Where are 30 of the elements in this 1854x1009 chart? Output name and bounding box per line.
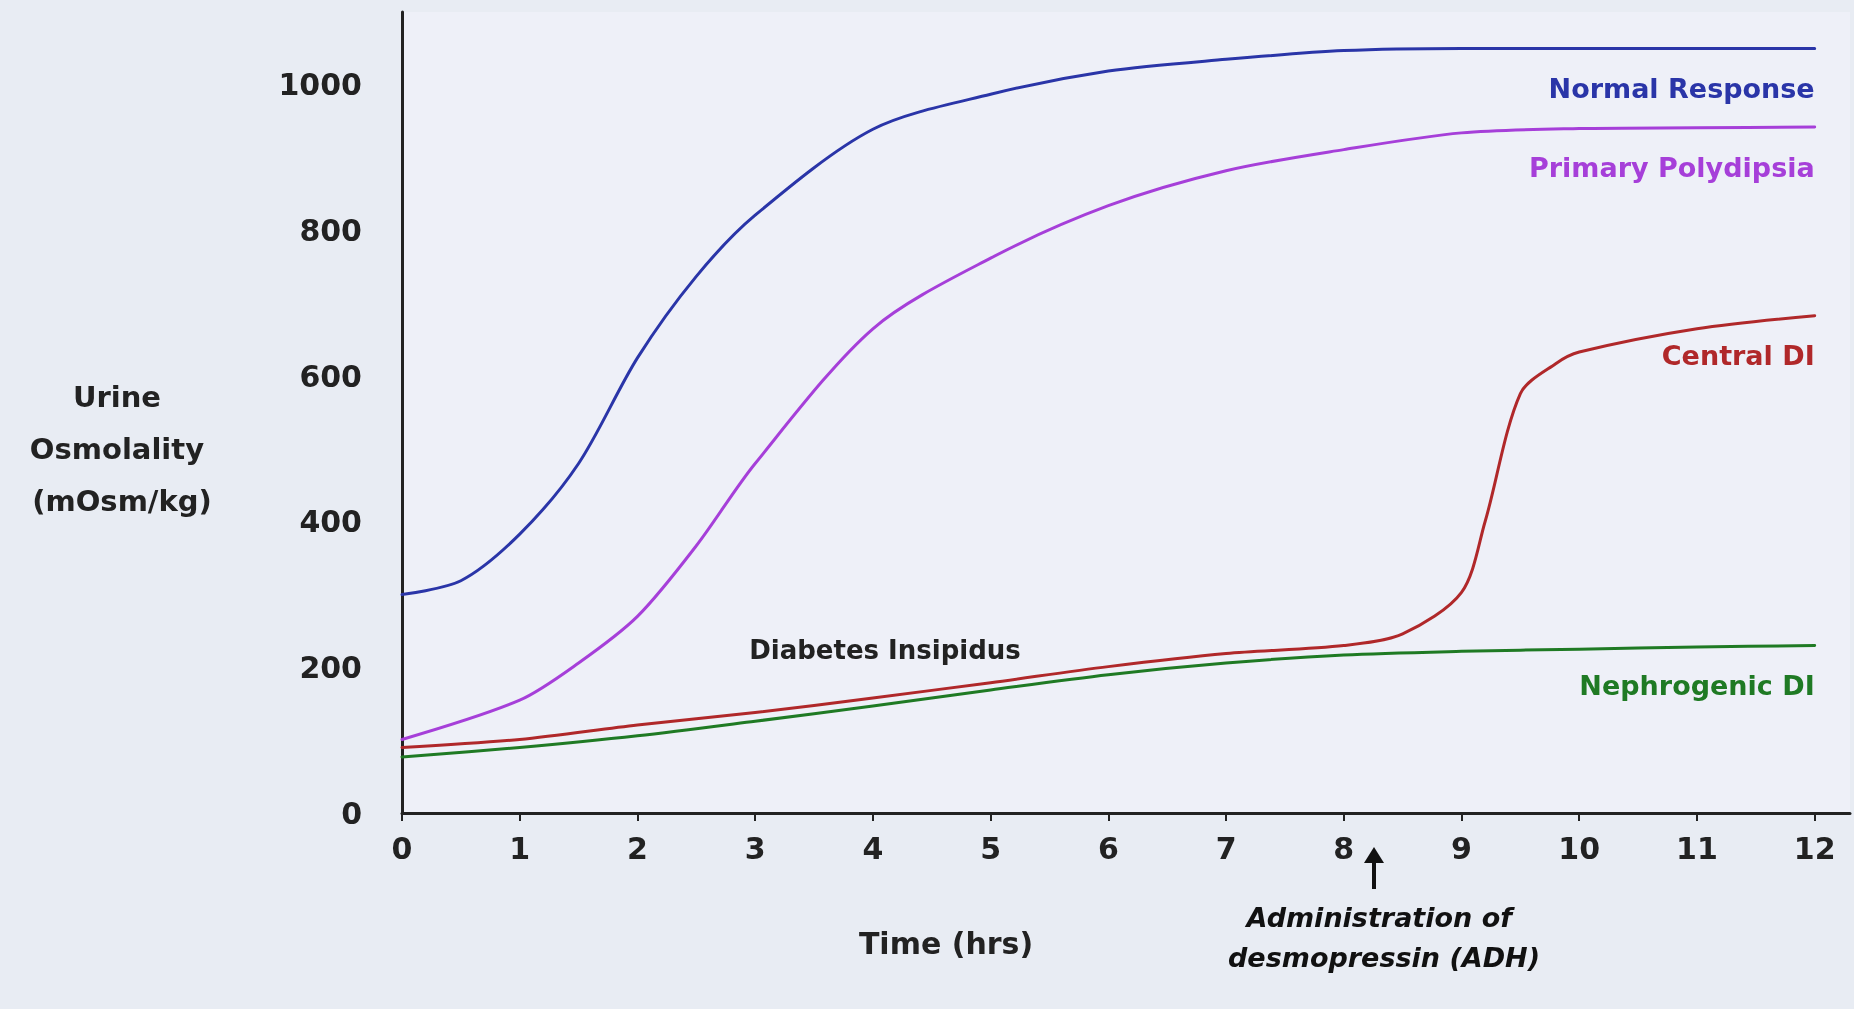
- x-axis-title: Time (hrs): [858, 925, 1034, 961]
- x-tick-label: 9: [1451, 830, 1472, 866]
- text: Administration of desmopressin (ADH): [1228, 901, 1540, 973]
- x-tick-label: 12: [1793, 830, 1836, 866]
- y-tick-label: 1000: [278, 67, 362, 103]
- y-tick-label: 200: [299, 649, 362, 685]
- y-tick-label: 400: [299, 504, 362, 540]
- line-series: [400, 125, 1817, 741]
- y-tick-label: 600: [299, 358, 362, 394]
- x-tick-label: 0: [391, 830, 413, 866]
- line-series: [400, 314, 1817, 749]
- annotation: Diabetes Insipidus: [749, 635, 1021, 665]
- x-tick-label: 4: [862, 830, 884, 866]
- x-tick-label: 7: [1215, 830, 1237, 866]
- x-tick-label: 8: [1333, 830, 1355, 866]
- x-tick-label: 5: [980, 830, 1002, 866]
- line-series: [400, 46, 1817, 597]
- x-tick-label: 11: [1676, 830, 1718, 866]
- series-label: Normal Response: [1548, 72, 1815, 104]
- y-tick-label: 0: [341, 795, 362, 831]
- series-label: Nephrogenic DI: [1579, 670, 1815, 702]
- y-tick-label: 800: [299, 212, 362, 248]
- series-label: Central DI: [1661, 340, 1815, 372]
- x-tick-label: 3: [744, 830, 766, 866]
- y-axis-title: Urine Osmolality (mOsm/kg): [29, 380, 215, 518]
- x-tick-label: 6: [1097, 830, 1119, 866]
- x-tick-label: 2: [627, 830, 648, 866]
- x-tick-label: 1: [509, 830, 531, 866]
- series-label: Primary Polydipsia: [1529, 151, 1815, 183]
- x-tick-label: 10: [1558, 830, 1601, 866]
